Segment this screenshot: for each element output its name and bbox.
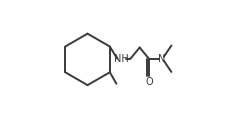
Text: N: N	[158, 54, 166, 64]
Text: O: O	[145, 77, 153, 87]
Text: NH: NH	[114, 54, 128, 64]
